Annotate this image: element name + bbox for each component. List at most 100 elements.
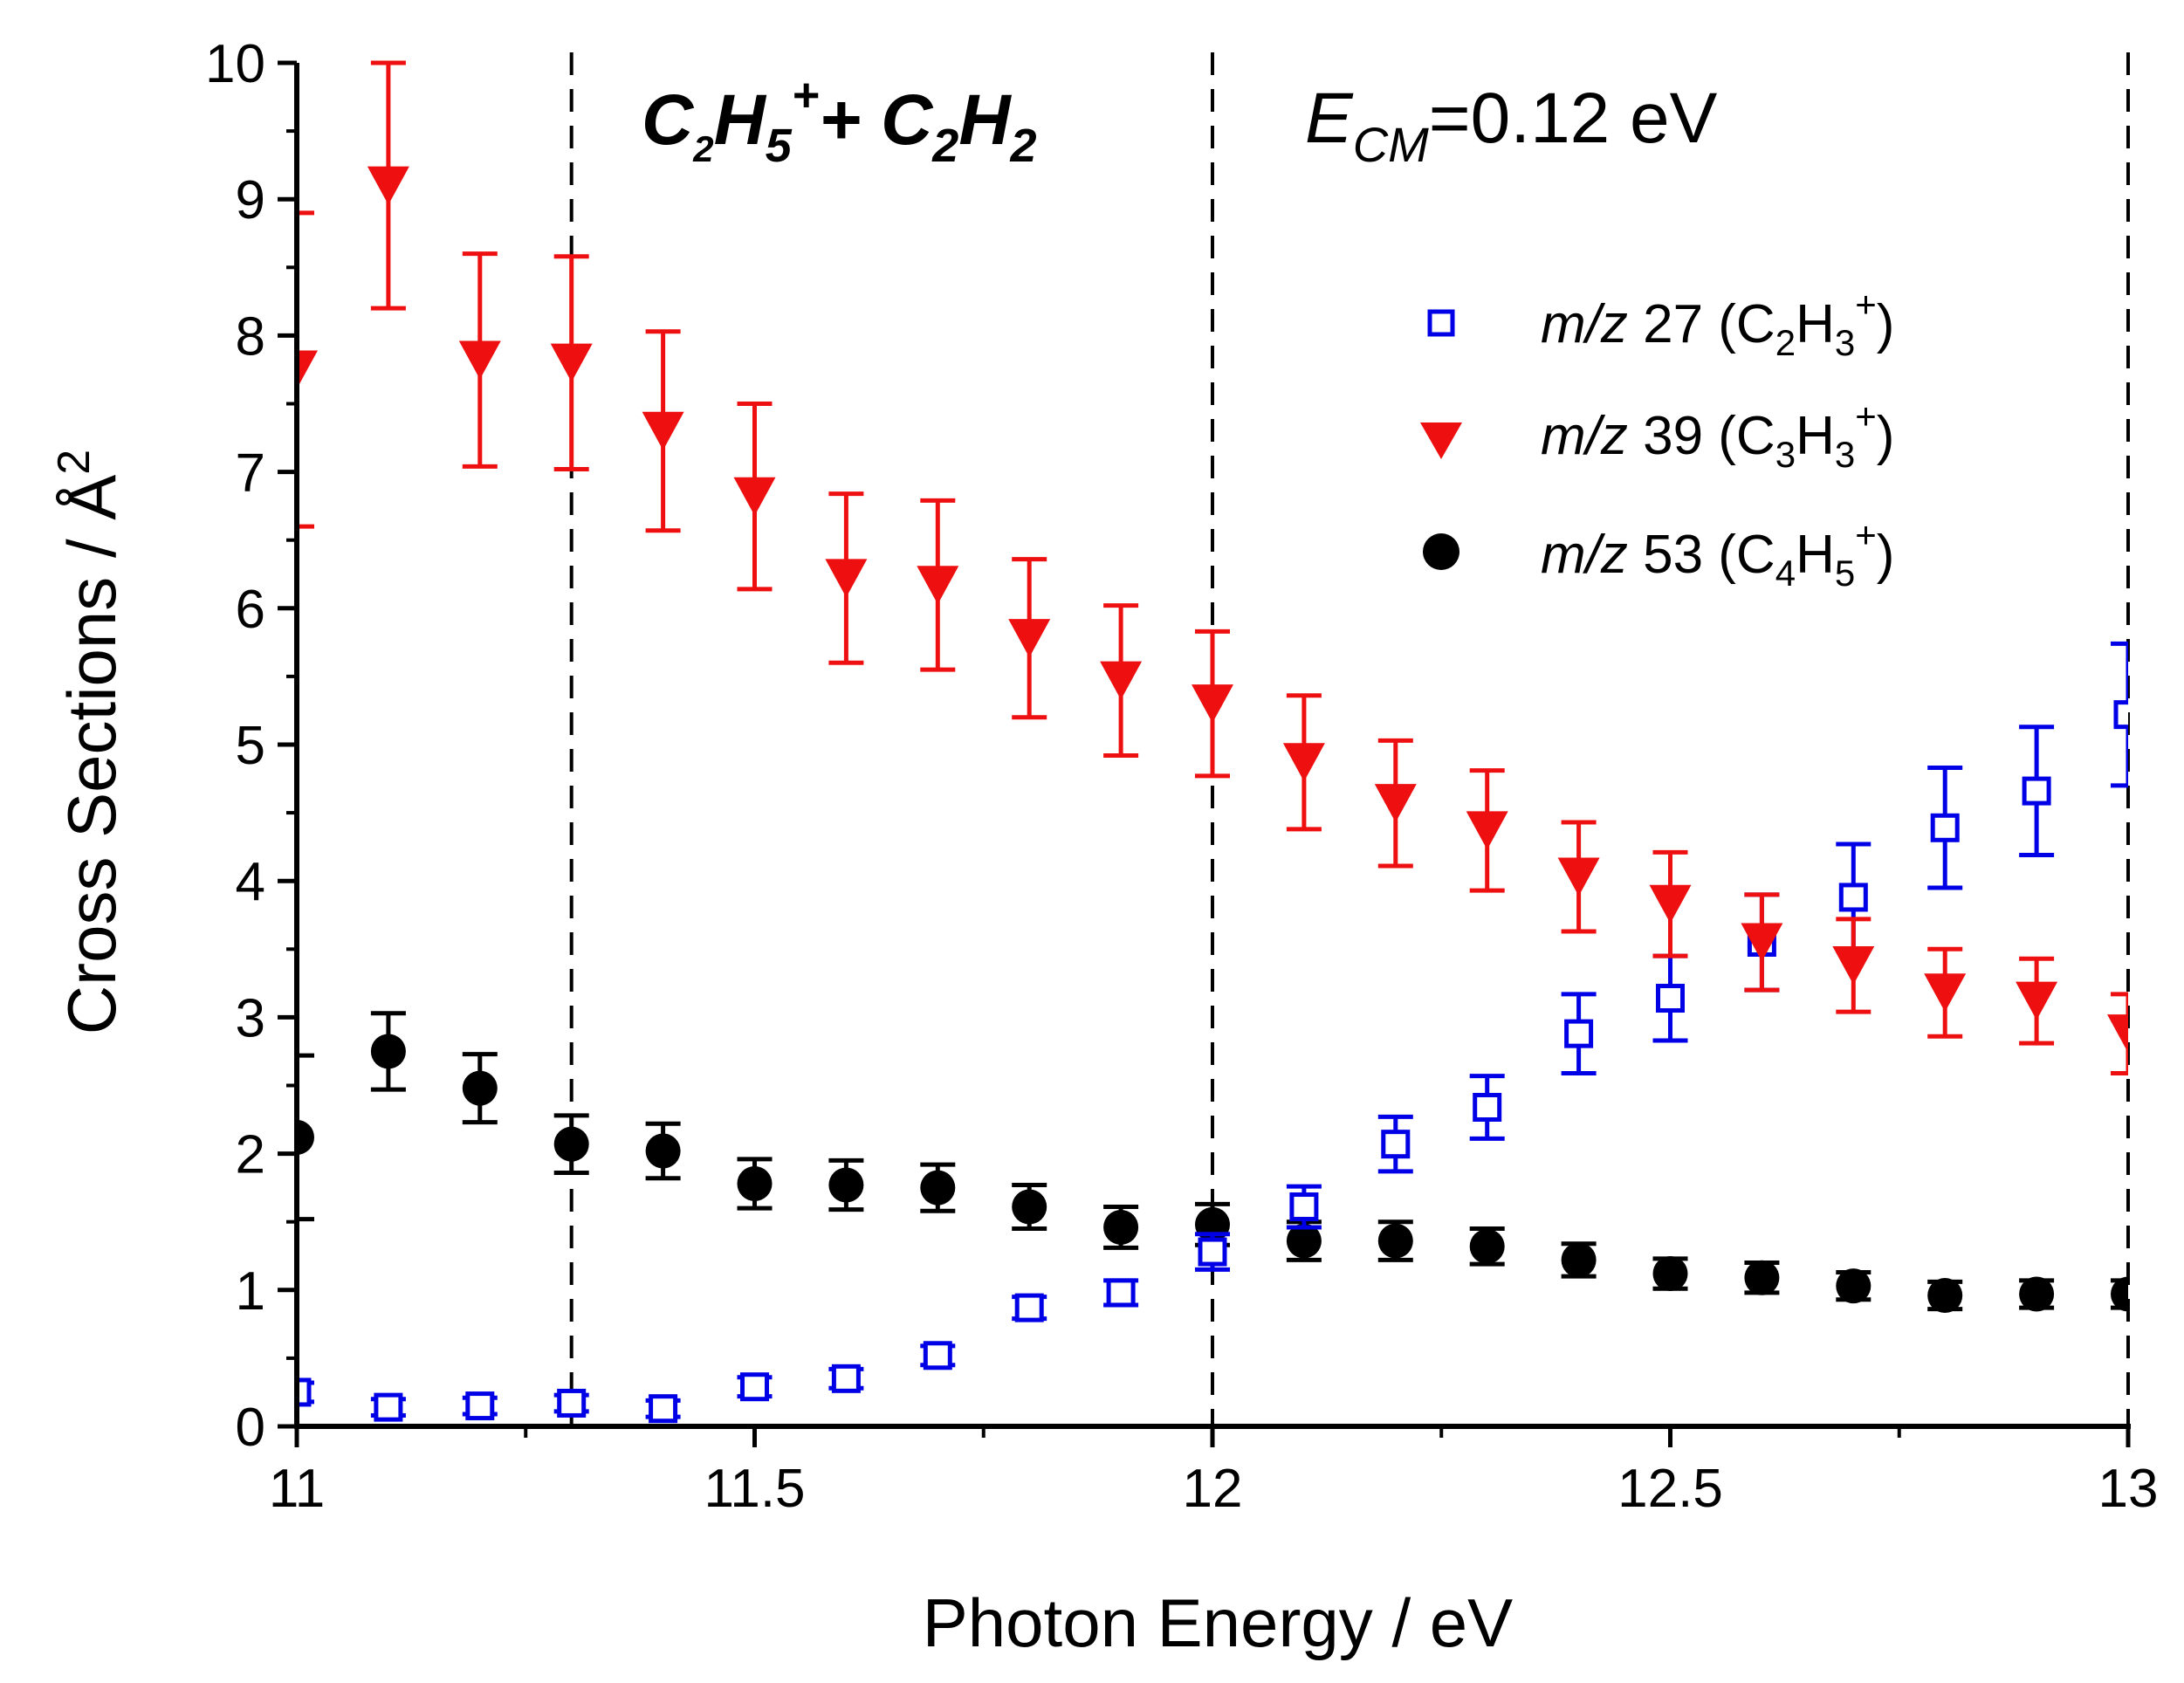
data-point — [297, 350, 318, 389]
y-tick-label: 2 — [236, 1125, 265, 1185]
data-point — [1838, 883, 1868, 912]
legend-marker-39 — [1420, 422, 1462, 459]
data-point — [1192, 684, 1233, 724]
data-point — [733, 477, 776, 516]
data-point — [1927, 1278, 1963, 1314]
legend-label-27: m/z 27 (C2H3+) — [1541, 284, 1894, 363]
data-point — [1008, 619, 1051, 658]
data-point — [1198, 1237, 1227, 1267]
data-point — [2111, 1276, 2128, 1312]
error-bar — [2111, 641, 2128, 788]
data-point — [831, 1364, 861, 1393]
x-tick-label: 12 — [1183, 1459, 1243, 1519]
data-point — [1466, 811, 1508, 850]
series-1 — [297, 60, 2128, 1075]
data-point — [1741, 923, 1783, 962]
data-point — [1103, 1209, 1139, 1245]
data-point — [2022, 776, 2051, 806]
data-point — [920, 1170, 956, 1206]
data-point — [1564, 1019, 1594, 1048]
data-point — [1561, 1242, 1597, 1278]
data-point — [917, 566, 959, 605]
legend: m/z 27 (C2H3+) m/z 39 (C3H3+) m/z 53 (C4… — [1420, 284, 1894, 594]
y-tick-label: 0 — [236, 1398, 265, 1458]
data-point — [923, 1341, 952, 1370]
data-point — [1106, 1278, 1136, 1308]
y-tick-label: 4 — [236, 852, 265, 912]
y-axis-title: Cross Sections / Å2 — [49, 450, 130, 1034]
data-point — [1377, 1223, 1413, 1259]
y-tick-label: 10 — [205, 34, 265, 94]
data-point — [374, 1392, 403, 1422]
data-point — [2019, 1276, 2055, 1312]
data-point — [1652, 1256, 1688, 1292]
data-point — [1014, 1293, 1044, 1322]
series-0 — [297, 641, 2128, 1424]
data-point — [1744, 1260, 1780, 1295]
data-point — [642, 411, 684, 450]
data-point — [2107, 1014, 2128, 1054]
error-bar — [297, 210, 314, 529]
energy-annotation: ECM=0.12 eV — [1305, 79, 1718, 172]
x-tick-label: 13 — [2098, 1459, 2159, 1519]
y-tick-label: 6 — [236, 580, 265, 640]
x-tick-label: 12.5 — [1617, 1459, 1723, 1519]
legend-label-53: m/z 53 (C4H5+) — [1541, 514, 1894, 594]
error-bar — [2111, 992, 2128, 1075]
plot-area — [297, 60, 2128, 1424]
data-point — [1100, 661, 1143, 700]
data-point — [2016, 981, 2058, 1020]
data-point — [1836, 1268, 1872, 1304]
data-point — [1557, 857, 1600, 896]
error-bar — [297, 1053, 314, 1222]
data-point — [1381, 1130, 1411, 1159]
data-point — [367, 166, 409, 205]
data-point — [370, 1034, 406, 1069]
data-point — [1286, 1223, 1322, 1259]
y-tick-label: 3 — [236, 988, 265, 1048]
data-point — [1282, 743, 1325, 782]
y-tick-label: 7 — [236, 443, 265, 504]
data-point — [553, 1126, 589, 1162]
data-point — [740, 1372, 769, 1402]
data-point — [458, 340, 501, 380]
reaction-annotation: C2H5++ C2H2 — [642, 69, 1037, 172]
reference-lines — [569, 52, 2130, 1426]
data-point — [1924, 973, 1967, 1013]
x-tick-label: 11.5 — [704, 1459, 805, 1519]
data-point — [1473, 1092, 1502, 1122]
x-axis-title: Photon Energy / eV — [923, 1584, 1513, 1661]
data-point — [1649, 884, 1692, 924]
data-point — [550, 343, 593, 382]
data-point — [1012, 1189, 1047, 1225]
y-tick-label: 1 — [236, 1261, 265, 1322]
data-point — [1832, 946, 1875, 986]
legend-marker-27 — [1427, 309, 1455, 337]
data-point — [1374, 784, 1417, 823]
data-point — [645, 1133, 681, 1169]
x-tick-label: 11 — [269, 1459, 325, 1519]
data-point — [828, 1167, 864, 1203]
y-tick-label: 8 — [236, 306, 265, 367]
data-point — [1930, 813, 1960, 842]
data-point — [1289, 1192, 1319, 1222]
legend-marker-53 — [1423, 533, 1459, 570]
data-point — [649, 1394, 678, 1424]
y-tick-label: 5 — [236, 716, 265, 776]
data-point — [465, 1391, 495, 1421]
data-point — [462, 1070, 498, 1106]
data-point — [297, 1377, 312, 1407]
data-point — [297, 1119, 314, 1155]
data-point — [2113, 700, 2128, 730]
error-bar — [2111, 1278, 2128, 1310]
data-point — [1469, 1228, 1505, 1264]
y-tick-label: 9 — [236, 170, 265, 230]
data-point — [825, 559, 868, 598]
legend-label-39: m/z 39 (C3H3+) — [1541, 395, 1894, 475]
data-point — [557, 1388, 587, 1418]
data-point — [737, 1165, 773, 1201]
data-point — [1656, 984, 1685, 1013]
